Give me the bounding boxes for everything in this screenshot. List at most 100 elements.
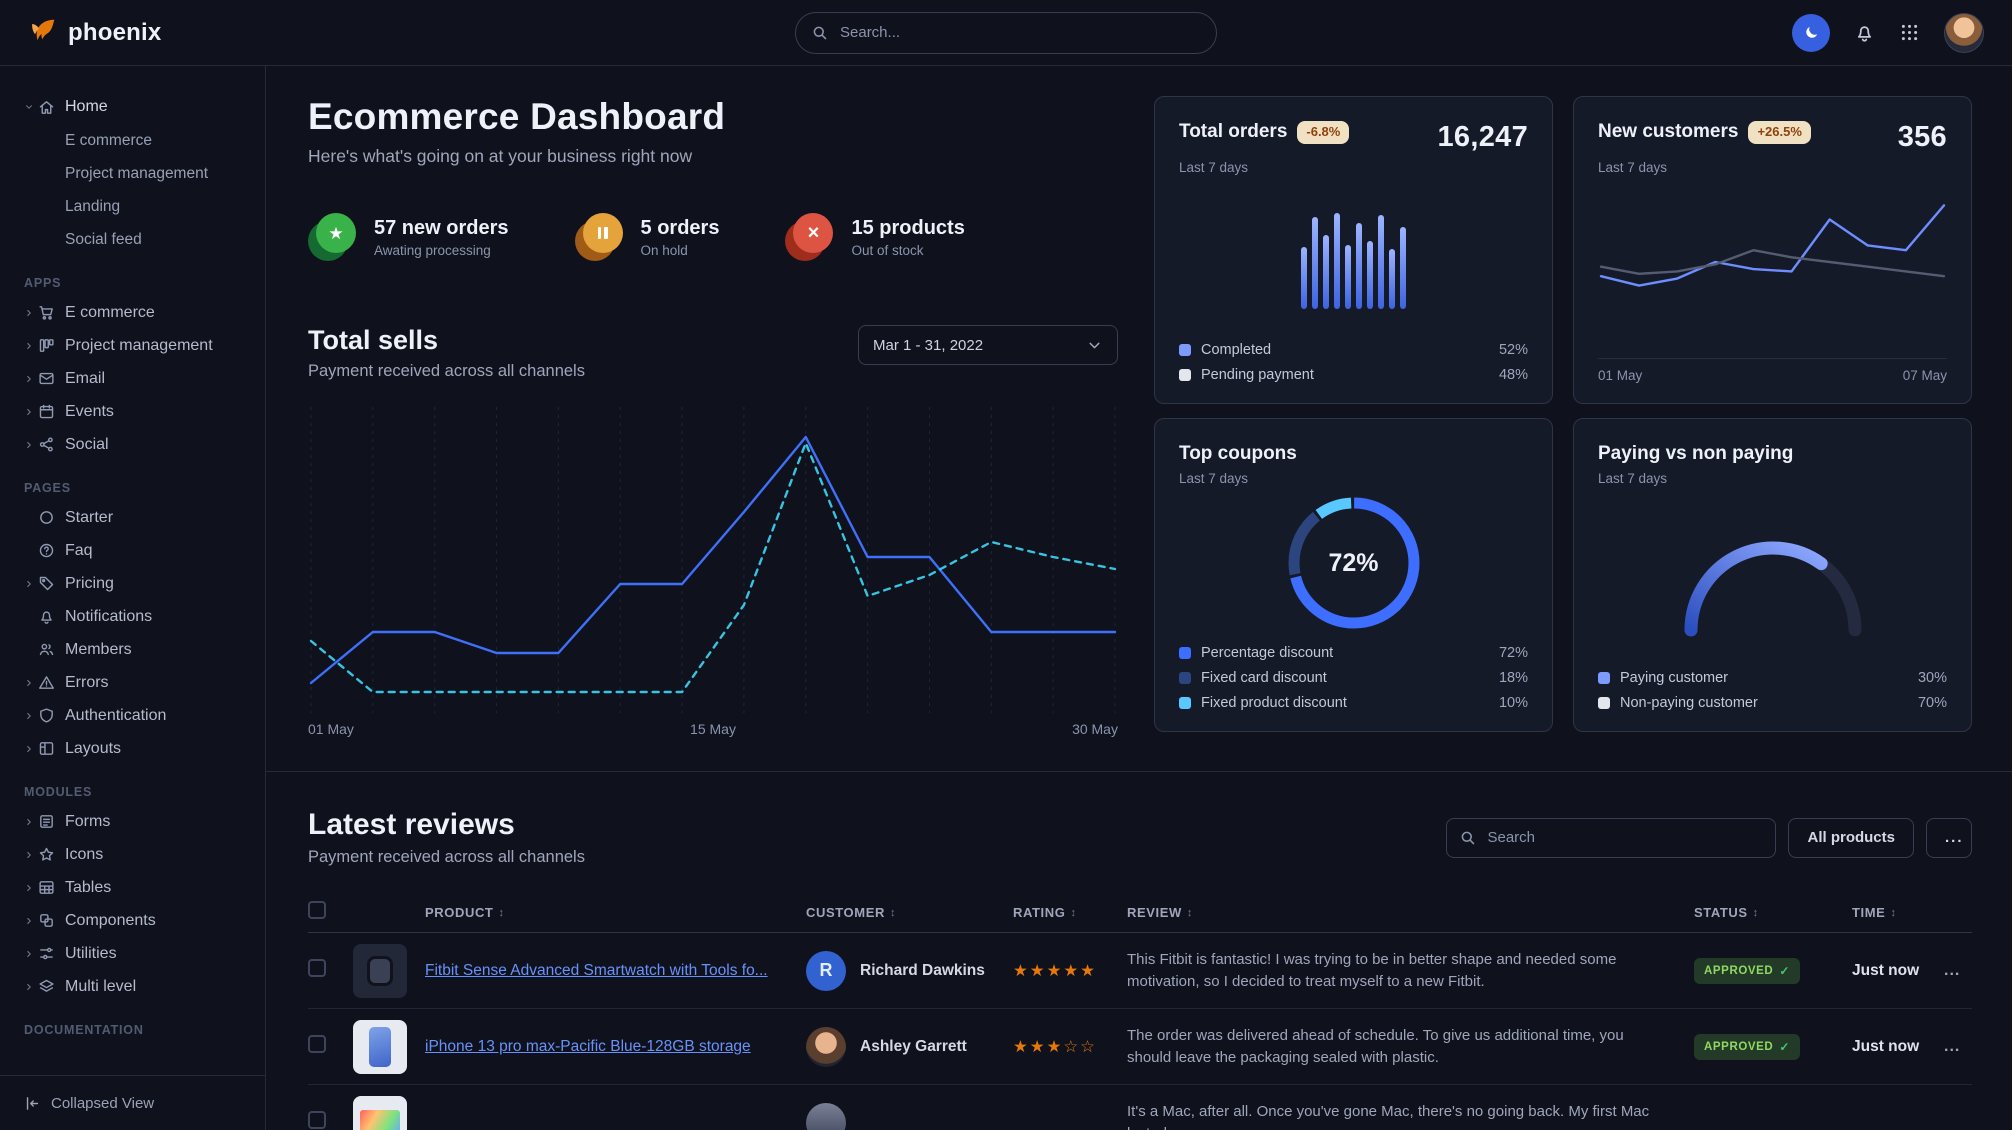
sidebar-item-tables[interactable]: Tables: [0, 871, 265, 904]
dark-mode-toggle[interactable]: [1792, 13, 1830, 52]
sidebar-item-ecommerce[interactable]: E commerce: [0, 296, 265, 329]
sidebar-item-social[interactable]: Social: [0, 428, 265, 461]
review-text: It's a Mac, after all. Once you've gone …: [1127, 1102, 1650, 1130]
sort-icon: ↕: [1186, 906, 1193, 919]
trend-badge: -6.8%: [1297, 121, 1350, 144]
notifications-button[interactable]: [1854, 22, 1875, 43]
sidebar-item-email[interactable]: Email: [0, 362, 265, 395]
table-row: Fitbit Sense Advanced Smartwatch with To…: [308, 933, 1972, 1009]
brand[interactable]: phoenix: [28, 15, 161, 50]
sidebar-item-events[interactable]: Events: [0, 395, 265, 428]
apps-grid-button[interactable]: [1899, 22, 1920, 43]
sidebar-subitem-project-management[interactable]: Project management: [65, 164, 209, 182]
row-more-button[interactable]: ...: [1944, 1037, 1961, 1055]
sidebar-section-documentation: DOCUMENTATION: [24, 1023, 144, 1037]
paying-vs-non-paying-card: Paying vs non paying Last 7 days Paying …: [1573, 418, 1972, 732]
sort-icon: ↕: [1752, 906, 1759, 919]
column-header-status[interactable]: STATUS ↕: [1694, 905, 1759, 920]
caret-right-icon: [24, 407, 38, 417]
collapsed-view-toggle[interactable]: Collapsed View: [0, 1075, 265, 1130]
quick-stats: ★ 57 new orders Awating processing 5 ord…: [308, 213, 1118, 261]
total-orders-card: Total orders -6.8% 16,247 Last 7 days Co…: [1154, 96, 1553, 404]
sidebar-item-pricing[interactable]: Pricing: [0, 567, 265, 600]
search-icon: [811, 24, 828, 41]
share-nodes-icon: [38, 436, 65, 453]
customer-name: Richard Dawkins: [860, 961, 985, 979]
page-title: Ecommerce Dashboard: [308, 96, 726, 137]
star-blob-icon: ★: [308, 213, 356, 261]
new-customers-line-chart: [1598, 200, 1947, 324]
sidebar-subitem-landing[interactable]: Landing: [65, 197, 121, 215]
star-icon: [38, 846, 65, 863]
legend-swatch: [1179, 647, 1191, 659]
sidebar-item-faq[interactable]: Faq: [0, 534, 265, 567]
select-all-checkbox[interactable]: [308, 901, 326, 919]
stat-out-of-stock: × 15 products Out of stock: [785, 213, 965, 261]
caret-right-icon: [24, 440, 38, 450]
sidebar-item-forms[interactable]: Forms: [0, 805, 265, 838]
stat-new-orders: ★ 57 new orders Awating processing: [308, 213, 509, 261]
sidebar-item-layouts[interactable]: Layouts: [0, 732, 265, 765]
form-icon: [38, 813, 65, 830]
column-header-time[interactable]: TIME ↕: [1852, 905, 1897, 920]
column-header-rating[interactable]: RATING ↕: [1013, 905, 1077, 920]
product-link[interactable]: Fitbit Sense Advanced Smartwatch with To…: [425, 961, 768, 979]
layout-icon: [38, 740, 65, 757]
sidebar-item-multi-level[interactable]: Multi level: [0, 970, 265, 1003]
row-more-button[interactable]: ...: [1944, 961, 1961, 979]
sliders-icon: [38, 945, 65, 962]
row-checkbox[interactable]: [308, 959, 326, 977]
sidebar-item-icons[interactable]: Icons: [0, 838, 265, 871]
sidebar-item-notifications[interactable]: Notifications: [0, 600, 265, 633]
legend-swatch: [1598, 697, 1610, 709]
chevron-down-icon: [24, 102, 38, 112]
sidebar-subitem-social-feed[interactable]: Social feed: [65, 230, 142, 248]
sidebar-item-errors[interactable]: Errors: [0, 666, 265, 699]
legend-row: Percentage discount 72%: [1179, 645, 1528, 661]
legend-row: Fixed product discount 10%: [1179, 695, 1528, 711]
sidebar-subitem-ecommerce[interactable]: E commerce: [65, 131, 152, 149]
product-link[interactable]: iPhone 13 pro max-Pacific Blue-128GB sto…: [425, 1037, 751, 1055]
sidebar-item-home[interactable]: Home: [0, 90, 265, 124]
card-title: Total orders: [1179, 121, 1288, 142]
column-header-product[interactable]: PRODUCT ↕: [425, 905, 505, 920]
shield-icon: [38, 707, 65, 724]
user-avatar[interactable]: [1944, 12, 1984, 53]
column-header-customer[interactable]: CUSTOMER ↕: [806, 905, 897, 920]
caret-right-icon: [24, 579, 38, 589]
legend-row: Non-paying customer 70%: [1598, 695, 1947, 711]
customer-avatar: [806, 1102, 846, 1130]
table-header: PRODUCT ↕ CUSTOMER ↕ RATING ↕ REVIEW ↕ STATU…: [308, 893, 1972, 933]
sidebar-item-members[interactable]: Members: [0, 633, 265, 666]
review-text: This Fitbit is fantastic! I was trying t…: [1127, 950, 1617, 990]
sidebar-item-components[interactable]: Components: [0, 904, 265, 937]
product-thumbnail-iphone: [353, 1019, 407, 1074]
legend-row: Pending payment 48%: [1179, 367, 1528, 383]
legend-row: Fixed card discount 18%: [1179, 670, 1528, 686]
row-checkbox[interactable]: [308, 1035, 326, 1053]
reviews-subtitle: Payment received across all channels: [308, 848, 585, 866]
sidebar-item-authentication[interactable]: Authentication: [0, 699, 265, 732]
chevron-down-icon: [1086, 337, 1103, 354]
grid-9-icon: [1899, 22, 1920, 43]
sidebar-item-utilities[interactable]: Utilities: [0, 937, 265, 970]
sidebar-item-starter[interactable]: Starter: [0, 501, 265, 534]
caret-right-icon: [24, 711, 38, 721]
reviews-more-button[interactable]: ...: [1926, 817, 1972, 858]
customer-avatar: [806, 1026, 846, 1067]
row-checkbox[interactable]: [308, 1111, 326, 1129]
card-title: New customers: [1598, 121, 1739, 142]
check-icon: ✓: [1779, 1039, 1790, 1054]
all-products-filter-button[interactable]: All products: [1788, 817, 1914, 858]
sidebar-item-project-management[interactable]: Project management: [0, 329, 265, 362]
reviews-search-input[interactable]: [1446, 817, 1777, 858]
card-period: Last 7 days: [1598, 160, 1668, 175]
bell-icon: [38, 608, 65, 625]
users-icon: [38, 641, 65, 658]
sidebar-section-apps: APPS: [24, 276, 62, 290]
status-badge: APPROVED ✓: [1694, 1033, 1800, 1060]
column-header-review[interactable]: REVIEW ↕: [1127, 905, 1193, 920]
global-search-input[interactable]: [795, 11, 1217, 54]
new-customers-value: 356: [1897, 121, 1947, 153]
date-range-select[interactable]: Mar 1 - 31, 2022: [858, 325, 1118, 365]
